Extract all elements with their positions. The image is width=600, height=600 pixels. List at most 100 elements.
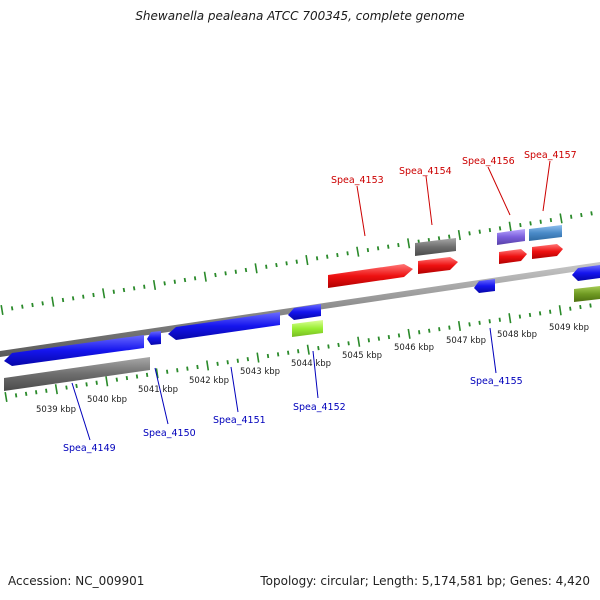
gene-spea-4153[interactable] [328, 264, 413, 288]
minor-tick [166, 369, 169, 374]
gene-steel-upper[interactable] [529, 225, 562, 241]
major-tick [407, 238, 411, 249]
minor-tick [488, 227, 492, 233]
gene-spea-4157[interactable] [532, 244, 563, 259]
gene-spea-4156[interactable] [499, 249, 527, 264]
leader-spea-4155 [489, 327, 497, 374]
leader-spea-4151 [230, 366, 239, 413]
minor-tick [397, 242, 400, 248]
minor-tick [85, 382, 88, 387]
major-tick [102, 288, 106, 299]
gene-olive-lower[interactable] [574, 286, 600, 302]
minor-tick [498, 317, 501, 322]
minor-tick [132, 286, 136, 291]
minor-tick [478, 229, 481, 234]
label-spea-4154: Spea_4154 [399, 166, 452, 177]
minor-tick [122, 287, 126, 293]
minor-tick [183, 277, 187, 283]
gene-spea-4152[interactable] [288, 304, 321, 320]
gene-purple-upper[interactable] [497, 229, 525, 245]
minor-tick [246, 357, 250, 362]
minor-tick [539, 219, 542, 224]
forward-label-leaders [356, 160, 551, 237]
gene-partial-blue-right[interactable] [572, 265, 600, 281]
gene-spea-4150[interactable] [147, 331, 161, 345]
minor-tick [346, 251, 349, 256]
major-tick [508, 313, 512, 324]
minor-tick [448, 234, 451, 239]
gene-lime-lower[interactable] [292, 320, 323, 337]
minor-tick [519, 222, 522, 228]
leader-spea-4154 [425, 175, 433, 226]
major-tick [256, 352, 260, 363]
minor-tick [266, 353, 270, 359]
minor-tick [518, 314, 522, 319]
minor-tick [35, 390, 38, 395]
leader-spea-4149 [71, 382, 91, 441]
kbp-label: 5049 kbp [549, 323, 589, 333]
minor-tick [226, 360, 229, 365]
gene-gray-lower[interactable] [4, 357, 150, 391]
minor-tick [14, 393, 18, 398]
minor-tick [61, 297, 65, 303]
kbp-label: 5040 kbp [87, 395, 127, 405]
minor-tick [287, 350, 290, 355]
major-tick [508, 221, 512, 232]
reverse-strand-genes [4, 265, 600, 366]
minor-tick [193, 276, 197, 281]
gene-gray-upper[interactable] [415, 238, 456, 256]
leader-spea-4150 [154, 367, 169, 425]
minor-tick [478, 320, 481, 325]
minor-tick [336, 252, 339, 258]
forward-gene-labels: Spea_4153 Spea_4154 Spea_4156 Spea_4157 [331, 150, 577, 186]
minor-tick [448, 325, 451, 330]
major-tick [51, 296, 55, 307]
major-tick [54, 384, 58, 395]
minor-tick [317, 345, 320, 351]
minor-tick [569, 306, 572, 311]
minor-tick [112, 289, 115, 294]
minor-tick [498, 226, 502, 231]
minor-tick [234, 269, 237, 274]
major-tick [152, 279, 157, 291]
minor-tick [145, 372, 149, 378]
minor-tick [214, 272, 217, 278]
gene-spea-4154[interactable] [418, 257, 458, 274]
major-tick [206, 360, 210, 371]
major-tick [0, 304, 4, 316]
gene-spea-4151[interactable] [168, 312, 280, 340]
gene-spea-4155[interactable] [474, 279, 495, 293]
reverse-label-leaders [71, 327, 497, 441]
minor-tick [186, 366, 189, 371]
minor-tick [337, 342, 340, 348]
minor-tick [590, 211, 593, 216]
minor-tick [589, 303, 592, 308]
label-spea-4150: Spea_4150 [143, 428, 196, 439]
kbp-label: 5041 kbp [138, 385, 178, 395]
minor-tick [397, 333, 401, 338]
kbp-label: 5039 kbp [36, 405, 76, 415]
leader-spea-4157 [542, 160, 551, 212]
minor-tick [529, 221, 532, 226]
forward-strand-genes [328, 244, 563, 288]
major-tick [306, 344, 310, 355]
minor-tick [387, 244, 390, 249]
upper-outer-lane [415, 225, 562, 256]
minor-tick [95, 380, 98, 385]
minor-tick [366, 247, 370, 253]
minor-tick [418, 330, 421, 335]
minor-tick [65, 385, 68, 390]
minor-tick [135, 374, 139, 379]
minor-tick [224, 271, 227, 276]
major-tick [457, 229, 461, 241]
minor-tick [549, 309, 552, 314]
minor-tick [236, 358, 239, 363]
kbp-label: 5043 kbp [240, 367, 280, 377]
kbp-label: 5045 kbp [342, 351, 382, 361]
minor-tick [579, 304, 582, 310]
minor-tick [216, 361, 219, 366]
major-tick [305, 254, 309, 266]
minor-tick [528, 312, 532, 318]
gene-spea-4149[interactable] [4, 335, 144, 366]
